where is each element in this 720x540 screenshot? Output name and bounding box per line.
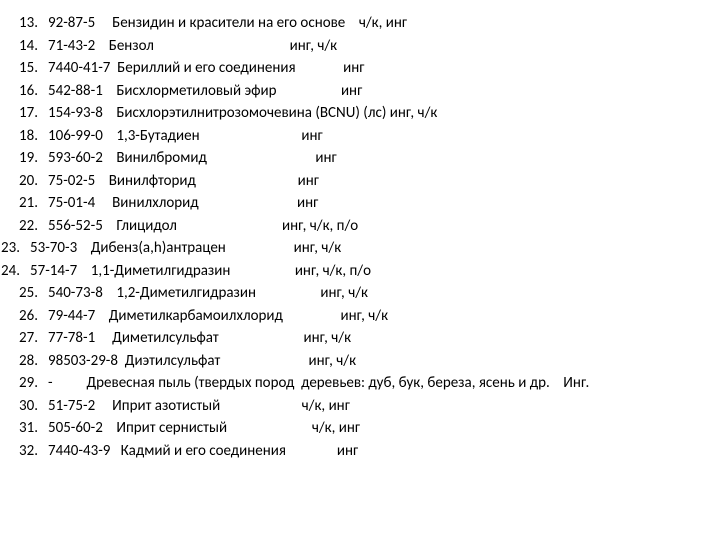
list-item: 25.540-73-8 1,2-Диметилгидразин инг, ч/к	[0, 282, 712, 305]
item-text: 71-43-2 Бензол инг, ч/к	[48, 35, 712, 58]
item-text: 53-70-3 Дибенз(a,h)антрацен инг, ч/к	[30, 237, 712, 260]
list-item: 27.77-78-1 Диметилсульфат инг, ч/к	[0, 327, 712, 350]
list-item: 32.7440-43-9 Кадмий и его соединения инг	[0, 440, 712, 463]
item-number: 15.	[0, 57, 48, 80]
list-item: 15.7440-41-7 Бериллий и его соединения и…	[0, 57, 712, 80]
item-number: 30.	[0, 395, 48, 418]
item-text: 75-02-5 Винилфторид инг	[48, 170, 712, 193]
list-item: 29.- Древесная пыль (твердых пород дерев…	[0, 372, 712, 395]
item-text: 7440-41-7 Бериллий и его соединения инг	[48, 57, 712, 80]
item-text: 7440-43-9 Кадмий и его соединения инг	[48, 440, 712, 463]
item-text: 51-75-2 Иприт азотистый ч/к, инг	[48, 395, 712, 418]
list-item: 16.542-88-1 Бисхлорметиловый эфир инг	[0, 80, 712, 103]
list-item: 17.154-93-8 Бисхлорэтилнитрозомочевина (…	[0, 102, 712, 125]
list-item: 18.106-99-0 1,3-Бутадиен инг	[0, 125, 712, 148]
list-item: 28.98503-29-8 Диэтилсульфат инг, ч/к	[0, 350, 712, 373]
substance-list: 13.92-87-5 Бензидин и красители на его о…	[0, 12, 712, 462]
item-number: 14.	[0, 35, 48, 58]
item-number: 18.	[0, 125, 48, 148]
list-item: 31.505-60-2 Иприт сернистый ч/к, инг	[0, 417, 712, 440]
list-item: 24.57-14-7 1,1-Диметилгидразин инг, ч/к,…	[0, 260, 712, 283]
item-number: 22.	[0, 215, 48, 238]
item-text: 98503-29-8 Диэтилсульфат инг, ч/к	[48, 350, 712, 373]
item-number: 17.	[0, 102, 48, 125]
list-item: 14.71-43-2 Бензол инг, ч/к	[0, 35, 712, 58]
list-item: 26.79-44-7 Диметилкарбамоилхлорид инг, ч…	[0, 305, 712, 328]
item-text: 556-52-5 Глицидол инг, ч/к, п/о	[48, 215, 712, 238]
item-number: 27.	[0, 327, 48, 350]
item-text: 77-78-1 Диметилсульфат инг, ч/к	[48, 327, 712, 350]
item-number: 26.	[0, 305, 48, 328]
item-number: 28.	[0, 350, 48, 373]
item-text: 505-60-2 Иприт сернистый ч/к, инг	[48, 417, 712, 440]
item-text: - Древесная пыль (твердых пород деревьев…	[48, 372, 712, 395]
item-number: 19.	[0, 147, 48, 170]
item-text: 57-14-7 1,1-Диметилгидразин инг, ч/к, п/…	[30, 260, 712, 283]
item-text: 542-88-1 Бисхлорметиловый эфир инг	[48, 80, 712, 103]
list-item: 21.75-01-4 Винилхлорид инг	[0, 192, 712, 215]
list-item: 23.53-70-3 Дибенз(a,h)антрацен инг, ч/к	[0, 237, 712, 260]
list-item: 19.593-60-2 Винилбромид инг	[0, 147, 712, 170]
item-text: 92-87-5 Бензидин и красители на его осно…	[48, 12, 712, 35]
list-item: 22.556-52-5 Глицидол инг, ч/к, п/о	[0, 215, 712, 238]
list-item: 20.75-02-5 Винилфторид инг	[0, 170, 712, 193]
item-text: 75-01-4 Винилхлорид инг	[48, 192, 712, 215]
item-number: 13.	[0, 12, 48, 35]
item-number: 21.	[0, 192, 48, 215]
item-number: 32.	[0, 440, 48, 463]
item-text: 79-44-7 Диметилкарбамоилхлорид инг, ч/к	[48, 305, 712, 328]
item-number: 23.	[0, 237, 30, 260]
item-number: 20.	[0, 170, 48, 193]
item-text: 540-73-8 1,2-Диметилгидразин инг, ч/к	[48, 282, 712, 305]
list-item: 30.51-75-2 Иприт азотистый ч/к, инг	[0, 395, 712, 418]
item-number: 24.	[0, 260, 30, 283]
item-number: 16.	[0, 80, 48, 103]
item-text: 106-99-0 1,3-Бутадиен инг	[48, 125, 712, 148]
item-number: 25.	[0, 282, 48, 305]
item-text: 154-93-8 Бисхлорэтилнитрозомочевина (BCN…	[48, 102, 712, 125]
item-number: 31.	[0, 417, 48, 440]
item-number: 29.	[0, 372, 48, 395]
list-item: 13.92-87-5 Бензидин и красители на его о…	[0, 12, 712, 35]
item-text: 593-60-2 Винилбромид инг	[48, 147, 712, 170]
